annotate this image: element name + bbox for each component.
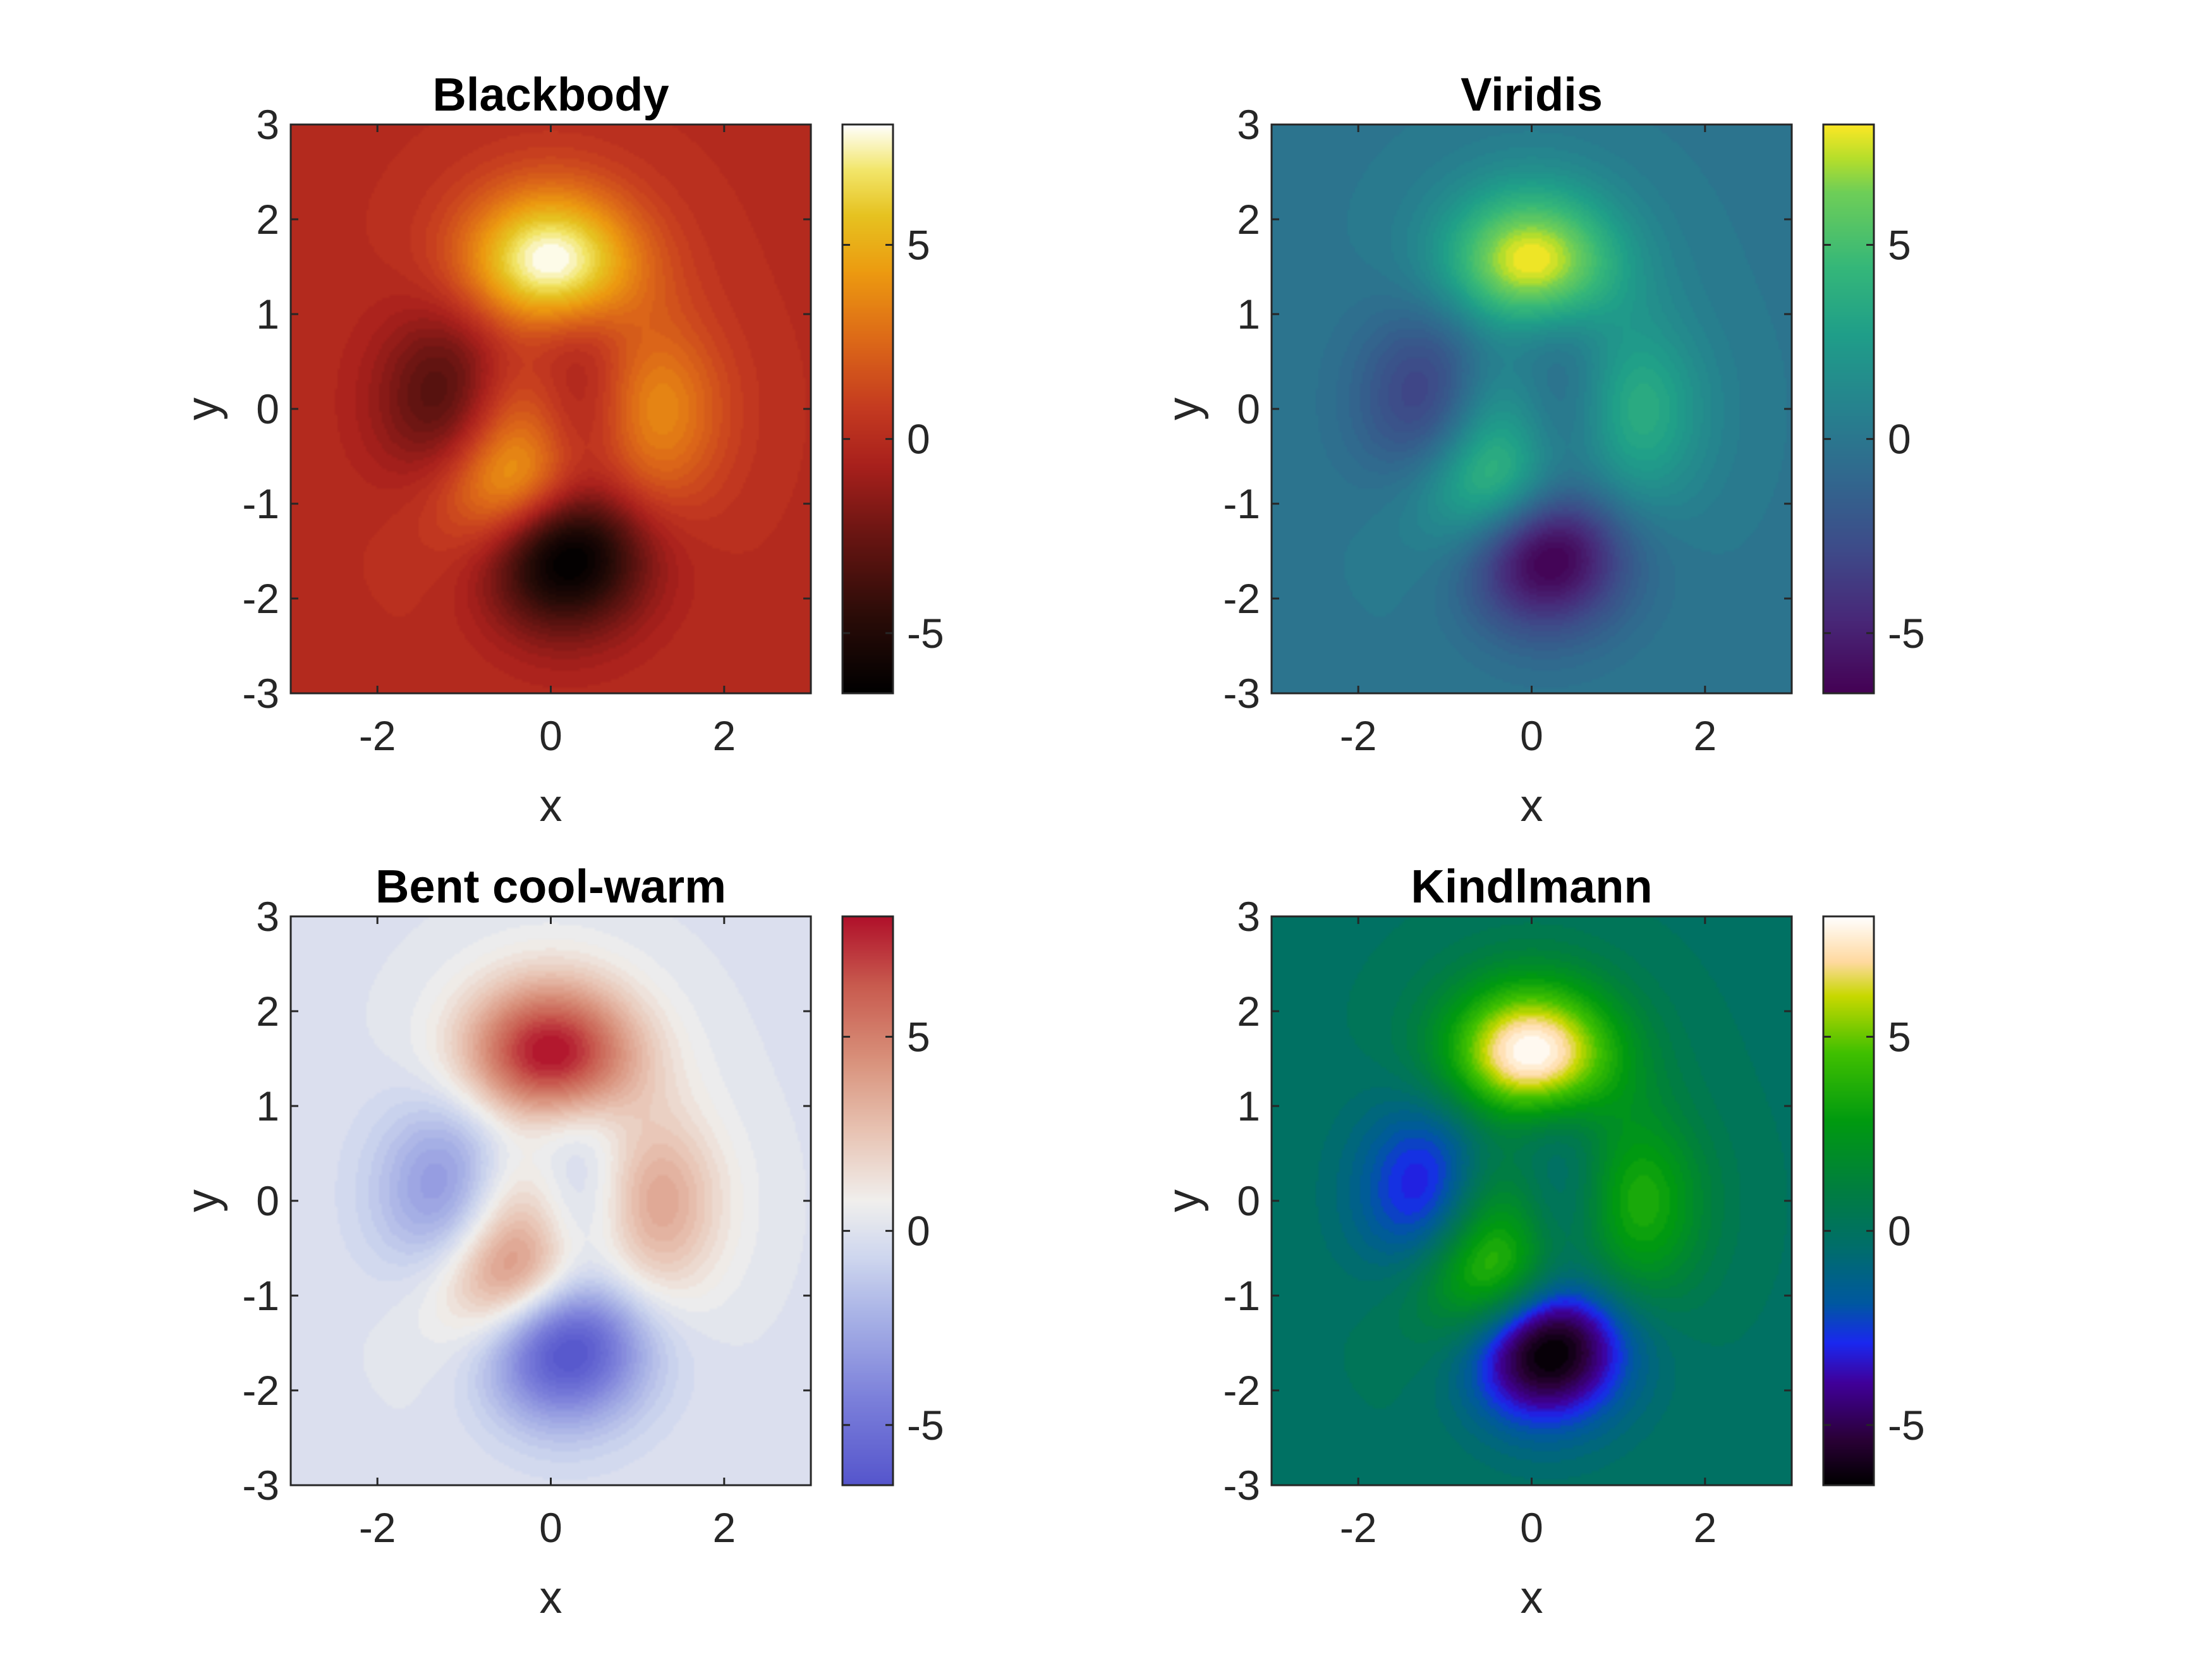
y-tick-label: 3 <box>1237 101 1260 148</box>
colorbar-tick-label: 0 <box>1888 416 1911 463</box>
heatmap-image <box>291 916 811 1485</box>
y-tick-label: 2 <box>1237 988 1260 1035</box>
panel-2: -2 0 2 -3 -2 -1 0 1 2 3 Viridis x y -5 0 5 <box>1158 68 1925 831</box>
y-axis-label: y <box>178 398 228 420</box>
x-axis-label: x <box>540 1572 562 1623</box>
colorbar-tick-label: 0 <box>907 1208 930 1255</box>
colorbar-tick-label: -5 <box>907 1402 944 1449</box>
y-tick-label: 1 <box>256 291 279 337</box>
y-tick-label: -2 <box>242 575 279 622</box>
x-tick-label: 0 <box>1520 712 1543 759</box>
chart-title: Bent cool-warm <box>375 860 726 913</box>
y-tick-label: 3 <box>1237 893 1260 940</box>
y-tick-label: 3 <box>256 893 279 940</box>
x-tick-label: 0 <box>539 712 562 759</box>
y-tick-label: 2 <box>256 988 279 1035</box>
y-tick-label: 2 <box>256 196 279 243</box>
panel-3: -2 0 2 -3 -2 -1 0 1 2 3 Bent cool-warm x y -5 0 5 <box>178 860 944 1623</box>
y-axis-label: y <box>1158 1189 1209 1212</box>
y-tick-label: 0 <box>256 1177 279 1224</box>
panel-4: -2 0 2 -3 -2 -1 0 1 2 3 Kindlmann x y -5 0 5 <box>1158 860 1925 1623</box>
y-tick-label: -3 <box>242 670 279 717</box>
y-axis-label: y <box>1158 398 1209 420</box>
colorbar-tick-label: -5 <box>1888 1402 1925 1449</box>
x-tick-label: -2 <box>359 712 396 759</box>
x-tick-label: 2 <box>1693 1504 1717 1551</box>
colorbar: -5 0 5 <box>1822 123 1925 695</box>
colorbar: -5 0 5 <box>841 123 944 695</box>
y-tick-label: -1 <box>1223 1272 1260 1319</box>
y-tick-label: -2 <box>1223 575 1260 622</box>
colorbar-tick-label: 5 <box>1888 221 1911 268</box>
y-tick-label: -1 <box>242 1272 279 1319</box>
x-tick-label: -2 <box>1340 1504 1377 1551</box>
y-tick-label: -3 <box>1223 670 1260 717</box>
y-tick-label: 2 <box>1237 196 1260 243</box>
y-tick-label: 1 <box>1237 1083 1260 1129</box>
colorbar: -5 0 5 <box>841 915 944 1486</box>
chart-title: Blackbody <box>432 68 669 121</box>
y-axis-label: y <box>178 1189 228 1212</box>
colorbar-gradient <box>1823 916 1874 1485</box>
y-tick-label: 3 <box>256 101 279 148</box>
x-tick-label: 2 <box>712 712 736 759</box>
y-tick-label: -2 <box>1223 1367 1260 1414</box>
x-tick-label: 2 <box>712 1504 736 1551</box>
y-tick-label: -3 <box>242 1462 279 1509</box>
y-tick-label: -2 <box>242 1367 279 1414</box>
colorbar-gradient <box>1823 125 1874 693</box>
y-tick-label: 1 <box>1237 291 1260 337</box>
panel-1: -2 0 2 -3 -2 -1 0 1 2 3 Blackbody x y -5 0 5 <box>178 68 944 831</box>
y-tick-label: -1 <box>242 480 279 527</box>
colorbar-frame <box>841 915 894 1486</box>
y-tick-label: 0 <box>256 386 279 432</box>
colorbar-tick-label: 5 <box>907 1013 930 1060</box>
colorbar-tick-label: 0 <box>907 416 930 463</box>
x-tick-label: 2 <box>1693 712 1717 759</box>
colorbar-frame <box>841 123 894 695</box>
colorbar-frame <box>1822 915 1875 1486</box>
heatmap-image <box>1272 916 1792 1485</box>
colorbar-gradient <box>842 125 893 693</box>
chart-title: Viridis <box>1461 68 1603 121</box>
x-axis-label: x <box>1521 1572 1543 1623</box>
colorbar-tick-label: 5 <box>907 221 930 268</box>
chart-title: Kindlmann <box>1411 860 1652 913</box>
y-tick-label: 0 <box>1237 1177 1260 1224</box>
colorbar-frame <box>1822 123 1875 695</box>
colorbar-tick-label: -5 <box>1888 610 1925 657</box>
x-tick-label: 0 <box>1520 1504 1543 1551</box>
heatmap-image <box>1272 125 1792 693</box>
x-tick-label: -2 <box>359 1504 396 1551</box>
x-axis-label: x <box>1521 781 1543 831</box>
colorbar-gradient <box>842 916 893 1485</box>
y-tick-label: -3 <box>1223 1462 1260 1509</box>
colorbar-tick-label: 5 <box>1888 1013 1911 1060</box>
colorbar-tick-label: 0 <box>1888 1208 1911 1255</box>
colorbar-tick-label: -5 <box>907 610 944 657</box>
x-axis-label: x <box>540 781 562 831</box>
y-tick-label: 1 <box>256 1083 279 1129</box>
heatmap-image <box>291 125 811 693</box>
y-tick-label: 0 <box>1237 386 1260 432</box>
x-tick-label: 0 <box>539 1504 562 1551</box>
y-tick-label: -1 <box>1223 480 1260 527</box>
colorbar: -5 0 5 <box>1822 915 1925 1486</box>
x-tick-label: -2 <box>1340 712 1377 759</box>
